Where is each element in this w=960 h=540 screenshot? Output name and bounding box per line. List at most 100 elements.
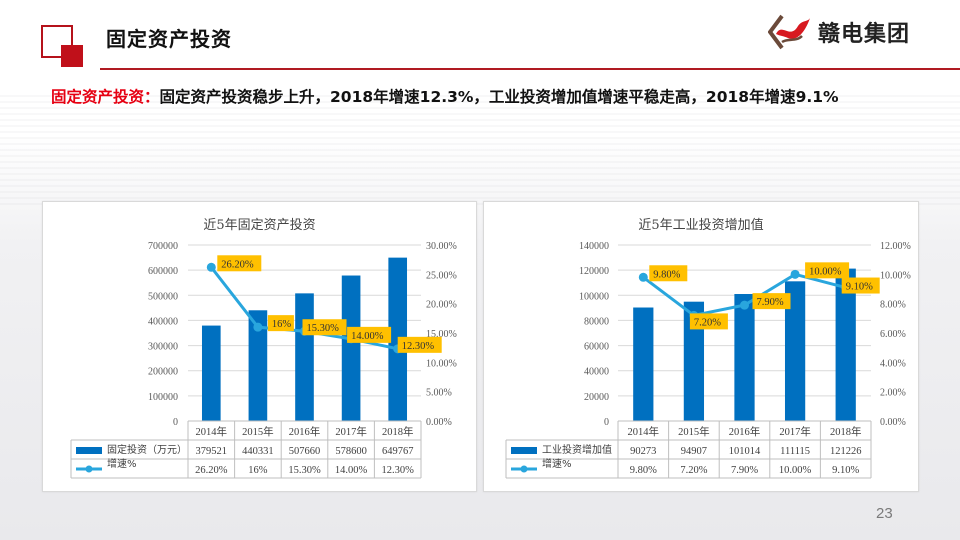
- left-axis-tick: 0: [604, 417, 609, 428]
- data-label-bg: [689, 313, 728, 330]
- bar: [784, 281, 806, 421]
- bar: [633, 307, 654, 421]
- section-marker-outline: [41, 25, 73, 58]
- data-label: 9.80%: [653, 269, 680, 280]
- data-label: 7.20%: [694, 317, 721, 328]
- right-axis-tick: 10.00%: [880, 270, 911, 281]
- headline-text: 固定资产投资稳步上升，2018年增速12.3%，工业投资增加值增速平稳走高，20…: [159, 88, 839, 106]
- category-label: 2014年: [196, 425, 228, 438]
- legend-line-label: 增速%: [107, 457, 137, 470]
- line-marker: [740, 300, 749, 310]
- chart-card-fixed-asset-investment: 近5年固定资产投资 0 100000 200000 300000 400000 50000…: [42, 201, 477, 492]
- legend-bar-label: 固定投资（万元）: [107, 443, 187, 456]
- left-axis-tick: 60000: [584, 342, 609, 353]
- data-label-bg: [752, 293, 791, 310]
- right-axis-tick: 20.00%: [426, 300, 457, 311]
- right-axis-tick: 12.00%: [880, 241, 911, 252]
- data-label: 15.30%: [307, 323, 340, 334]
- data-label-bg: [267, 315, 294, 332]
- combo-chart: 0 100000 200000 300000 400000 500000 600000 700…: [70, 241, 457, 479]
- legend-line-key: [520, 465, 528, 473]
- legend-line-label: 增速%: [542, 457, 572, 470]
- page-number: 23: [876, 505, 893, 522]
- left-axis-tick: 100000: [579, 291, 609, 302]
- left-axis-tick: 140000: [579, 241, 609, 252]
- right-axis-tick: 15.00%: [426, 329, 457, 340]
- left-axis-tick: 100000: [148, 392, 178, 403]
- data-label: 7.90%: [757, 297, 784, 308]
- brand-name: 赣电集团: [818, 22, 911, 47]
- data-label-bg: [805, 262, 850, 279]
- data-label: 16%: [272, 319, 292, 330]
- left-axis-tick: 500000: [148, 291, 178, 302]
- table-cell-value: 578600: [335, 446, 367, 457]
- data-label: 12.30%: [402, 341, 435, 352]
- right-axis-tick: 30.00%: [426, 241, 457, 252]
- bar: [683, 301, 705, 421]
- right-axis-tick: 0.00%: [426, 417, 452, 428]
- data-label: 9.10%: [846, 282, 873, 293]
- category-label: 2017年: [335, 425, 367, 438]
- bar: [201, 325, 221, 421]
- table-cell-value: 507660: [289, 446, 321, 457]
- data-label: 26.20%: [221, 259, 254, 270]
- data-label-bg: [397, 336, 442, 353]
- right-axis-tick: 5.00%: [426, 388, 452, 399]
- table-cell-value: 94907: [681, 446, 707, 457]
- data-label: 10.00%: [809, 266, 842, 277]
- legend-line-key: [85, 465, 93, 473]
- table-cell-growth: 9.80%: [630, 465, 657, 476]
- title-divider: [100, 68, 960, 70]
- left-axis-tick: 40000: [584, 367, 609, 378]
- table-cell-value: 121226: [830, 446, 862, 457]
- right-axis-tick: 25.00%: [426, 270, 457, 281]
- left-axis-tick: 700000: [148, 241, 178, 252]
- data-label-bg: [302, 319, 347, 336]
- right-axis-tick: 2.00%: [880, 388, 906, 399]
- category-label: 2018年: [382, 425, 414, 438]
- left-axis-tick: 600000: [148, 266, 178, 277]
- table-cell-value: 649767: [382, 446, 414, 457]
- table-cell-value: 379521: [196, 446, 228, 457]
- table-cell-growth: 15.30%: [288, 465, 321, 476]
- brand-mark-icon: [768, 14, 810, 50]
- legend-bar-label: 工业投资增加值: [542, 443, 612, 456]
- left-axis-tick: 20000: [584, 392, 609, 403]
- left-axis-tick: 120000: [579, 266, 609, 277]
- brand-logo: 赣电集团: [768, 12, 910, 52]
- legend-bar-key: [76, 447, 102, 454]
- table-cell-growth: 10.00%: [779, 465, 812, 476]
- table-cell-growth: 7.90%: [731, 465, 758, 476]
- left-axis-tick: 400000: [148, 316, 178, 327]
- left-axis-tick: 300000: [148, 342, 178, 353]
- chart-title: 近5年固定资产投资: [203, 218, 316, 233]
- combo-chart: 0 20000 40000 60000 80000 100000 120000 140000 0…: [505, 241, 911, 479]
- chart-card-industrial-value-added: 近5年工业投资增加值 0 20000 40000 60000 80000 100000 12…: [483, 201, 919, 492]
- table-cell-growth: 14.00%: [335, 465, 368, 476]
- right-axis-tick: 6.00%: [880, 329, 906, 340]
- right-axis-tick: 8.00%: [880, 300, 906, 311]
- data-label-bg: [217, 255, 262, 272]
- line-marker: [206, 262, 216, 272]
- table-cell-value: 440331: [242, 446, 274, 457]
- bar: [734, 294, 755, 421]
- right-axis-tick: 10.00%: [426, 358, 457, 369]
- category-label: 2015年: [242, 425, 274, 438]
- table-cell-growth: 12.30%: [382, 465, 415, 476]
- line-marker: [790, 269, 800, 279]
- category-label: 2015年: [678, 425, 710, 438]
- bar: [341, 275, 361, 421]
- left-axis-tick: 0: [173, 417, 178, 428]
- category-label: 2014年: [628, 425, 660, 438]
- table-cell-value: 90273: [630, 446, 656, 457]
- right-axis-tick: 4.00%: [880, 358, 906, 369]
- table-cell-growth: 16%: [248, 465, 268, 476]
- right-axis-tick: 0.00%: [880, 417, 906, 428]
- legend-bar-key: [511, 447, 537, 454]
- data-label-bg: [649, 265, 688, 282]
- bar: [835, 268, 856, 421]
- section-marker-fill: [61, 45, 83, 67]
- category-label: 2018年: [830, 425, 862, 438]
- table-cell-growth: 26.20%: [195, 465, 228, 476]
- left-axis-tick: 80000: [584, 316, 609, 327]
